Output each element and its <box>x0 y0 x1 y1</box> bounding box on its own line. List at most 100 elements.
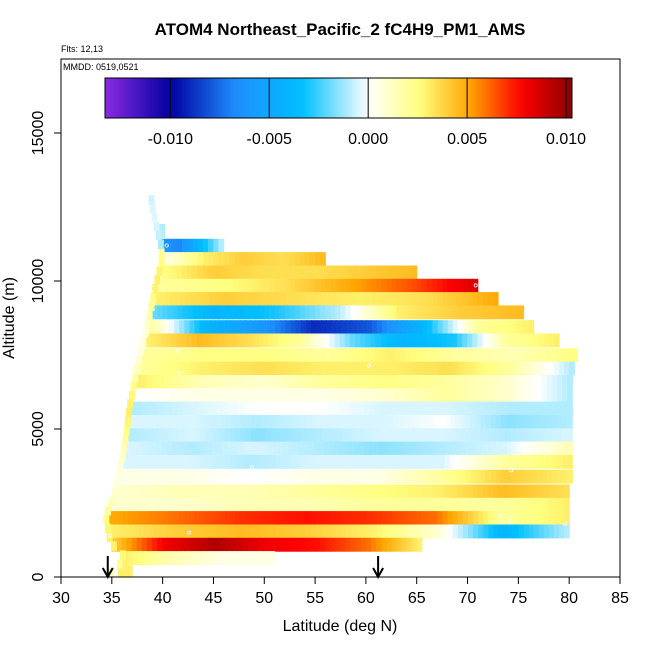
heatmap-cell <box>347 428 354 443</box>
heatmap-cell <box>227 375 234 389</box>
heatmap-cell <box>268 265 275 280</box>
profile-edge-cell <box>155 230 162 241</box>
heatmap-cell <box>495 454 502 469</box>
heatmap-cell <box>467 497 474 512</box>
heatmap-cell <box>434 388 441 403</box>
heatmap-cell <box>151 375 158 389</box>
heatmap-cell <box>288 375 295 389</box>
heatmap-cell <box>416 537 423 552</box>
heatmap-cell <box>548 484 555 499</box>
heatmap-cell <box>538 361 545 376</box>
heatmap-cell <box>427 524 434 539</box>
heatmap-cell <box>195 414 202 429</box>
heatmap-cell <box>376 278 382 293</box>
heatmap-cell <box>398 454 405 469</box>
profile-edge-cell <box>117 461 124 471</box>
heatmap-cell <box>321 428 328 443</box>
heatmap-cell <box>432 292 439 306</box>
heatmap-cell <box>293 348 300 363</box>
heatmap-cell <box>131 401 137 416</box>
heatmap-cell <box>552 375 558 389</box>
colorbar-tick-label: -0.005 <box>247 131 292 148</box>
heatmap-cell <box>330 537 336 552</box>
heatmap-cell <box>531 348 538 363</box>
heatmap-cell <box>202 375 208 389</box>
heatmap-cell <box>229 484 235 499</box>
heatmap-cell <box>342 388 349 403</box>
heatmap-cell <box>203 278 210 293</box>
heatmap-cell <box>386 511 393 525</box>
heatmap-cell <box>244 551 250 565</box>
heatmap-cell <box>412 524 418 539</box>
heatmap-cell <box>452 484 459 499</box>
heatmap-cell <box>572 348 578 363</box>
heatmap-cell <box>472 484 479 499</box>
heatmap-cell <box>276 414 283 429</box>
heatmap-cell <box>131 537 138 552</box>
heatmap-cell <box>386 497 393 512</box>
heatmap-cell <box>516 469 523 484</box>
heatmap-cell <box>412 320 418 335</box>
heatmap-cell <box>359 348 366 363</box>
heatmap-cell <box>135 469 142 484</box>
heatmap-cell <box>299 265 305 280</box>
heatmap-cell <box>521 469 528 484</box>
heatmap-cell <box>369 348 376 363</box>
heatmap-cell <box>152 537 158 552</box>
heatmap-cell <box>531 454 538 469</box>
heatmap-cell <box>536 414 543 429</box>
heatmap-cell <box>149 414 156 429</box>
heatmap-cell <box>229 428 236 443</box>
x-axis: 30 35 40 45 50 55 60 65 70 75 80 85 <box>52 577 629 607</box>
heatmap-cell <box>317 454 323 469</box>
heatmap-cell <box>381 265 387 280</box>
heatmap-cell <box>187 238 193 253</box>
heatmap-cell <box>339 375 345 389</box>
heatmap-cell <box>495 428 502 443</box>
heatmap-cell <box>328 441 335 456</box>
heatmap-cell <box>447 524 454 539</box>
heatmap-cell <box>402 361 408 376</box>
heatmap-cell <box>370 537 377 552</box>
heatmap-cell <box>513 497 520 512</box>
heatmap-cell <box>467 320 474 335</box>
heatmap-cell <box>541 454 548 469</box>
heatmap-cell <box>366 278 372 293</box>
heatmap-cell <box>386 484 393 499</box>
heatmap-cell <box>196 441 203 456</box>
heatmap-cell <box>184 388 191 403</box>
heatmap-cell <box>483 320 489 335</box>
heatmap-cell <box>121 537 128 552</box>
heatmap-cell <box>460 414 466 429</box>
heatmap-cell <box>501 401 507 416</box>
heatmap-cell <box>396 265 402 280</box>
heatmap-cell <box>333 469 340 484</box>
heatmap-cell <box>305 484 311 499</box>
heatmap-cell <box>344 333 351 348</box>
heatmap-cell <box>389 441 396 456</box>
heatmap-cell <box>350 278 357 293</box>
heatmap-cell <box>263 348 270 363</box>
heatmap-cell <box>169 361 175 376</box>
heatmap-cell <box>420 348 426 363</box>
heatmap-cell <box>265 524 272 539</box>
heatmap-cell <box>440 375 447 389</box>
heatmap-cell <box>356 484 362 499</box>
heatmap-cell <box>562 469 568 484</box>
heatmap-cell <box>493 511 499 525</box>
heatmap-cell <box>528 511 535 525</box>
heatmap-cell <box>315 252 321 266</box>
heatmap-cell <box>340 305 346 320</box>
heatmap-cell <box>371 484 377 499</box>
heatmap-cell <box>227 265 234 280</box>
heatmap-cell <box>112 511 119 525</box>
heatmap-cell <box>415 348 421 363</box>
heatmap-cell <box>138 388 145 403</box>
heatmap-cell <box>299 537 306 552</box>
heatmap-cell <box>408 428 415 443</box>
profile-edge-cell <box>120 550 126 560</box>
heatmap-cell <box>363 454 369 469</box>
heatmap-cell <box>315 278 321 293</box>
heatmap-cell <box>154 388 160 403</box>
heatmap-cell <box>264 537 270 552</box>
